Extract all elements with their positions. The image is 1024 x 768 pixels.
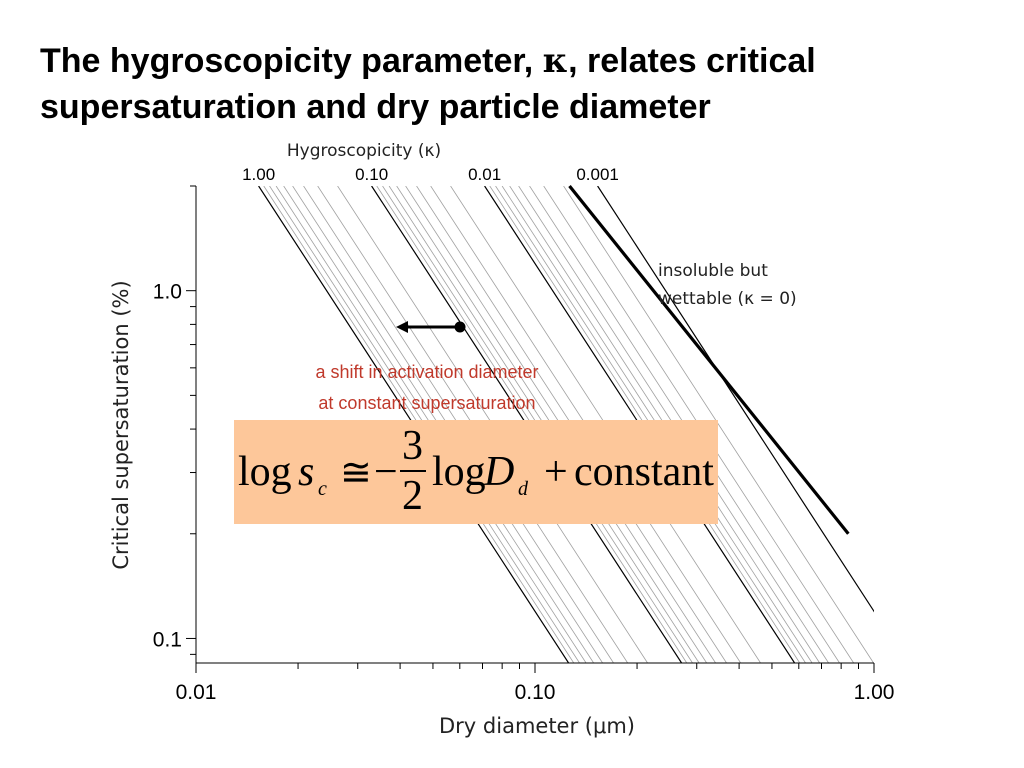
eq-fraction-bar	[400, 470, 426, 472]
kappa-tick-label: 1.00	[242, 165, 275, 184]
x-tick-label: 0.10	[515, 681, 556, 704]
kappa-minor-line	[563, 186, 874, 663]
title-kappa: κ	[542, 41, 569, 81]
x-tick-label: 0.01	[176, 681, 217, 704]
kappa-tick-label: 0.01	[468, 165, 501, 184]
shift-arrow-head	[396, 321, 408, 333]
top-axis-label: Hygroscopicity (κ)	[287, 141, 441, 161]
eq-approx: ≅	[340, 450, 372, 494]
marks	[396, 184, 850, 535]
shift-arrow-dot	[454, 321, 466, 333]
ticks: 1.00 0.10 0.01 0.001 0.01 0.10 1.00 0.1 1.0	[153, 165, 895, 704]
eq-minus: −	[374, 449, 398, 495]
title-line2: supersaturation and dry particle diamete…	[40, 88, 711, 126]
kappa-tick-label: 0.10	[355, 165, 388, 184]
eq-log2: log	[432, 449, 486, 495]
eq-plus: +	[544, 449, 568, 495]
y-tick-label: 0.1	[153, 628, 182, 651]
title-line1-b: , relates critical	[568, 42, 816, 80]
eq-D: D	[484, 449, 515, 495]
title-line1-a: The hygroscopicity parameter,	[40, 42, 543, 80]
slide-title: The hygroscopicity parameter, κ, relates…	[40, 38, 1000, 130]
eq-s: s	[298, 449, 315, 495]
equation-box: log s c ≅ − 3 2 log D d + constant	[234, 420, 718, 524]
eq-denominator: 2	[402, 473, 423, 519]
shift-annotation-line1: a shift in activation diameter	[315, 362, 538, 382]
x-axis-label: Dry diameter (μm)	[439, 714, 635, 738]
eq-constant: constant	[574, 449, 714, 495]
insoluble-label-line2: wettable (κ = 0)	[658, 289, 797, 309]
y-tick-label: 1.0	[153, 281, 182, 304]
eq-log1: log	[238, 449, 292, 495]
insoluble-line	[568, 184, 850, 535]
kappa-major-line	[597, 186, 874, 613]
eq-subscript-d: d	[518, 478, 528, 500]
x-tick-label: 1.00	[854, 681, 895, 704]
eq-subscript-c: c	[318, 478, 327, 500]
shift-annotation-line2: at constant supersaturation	[318, 393, 535, 413]
y-axis-label: Critical supersaturation (%)	[109, 280, 133, 569]
insoluble-label-line1: insoluble but	[658, 261, 768, 281]
kappa-tick-label: 0.001	[576, 165, 619, 184]
eq-numerator: 3	[402, 423, 423, 469]
